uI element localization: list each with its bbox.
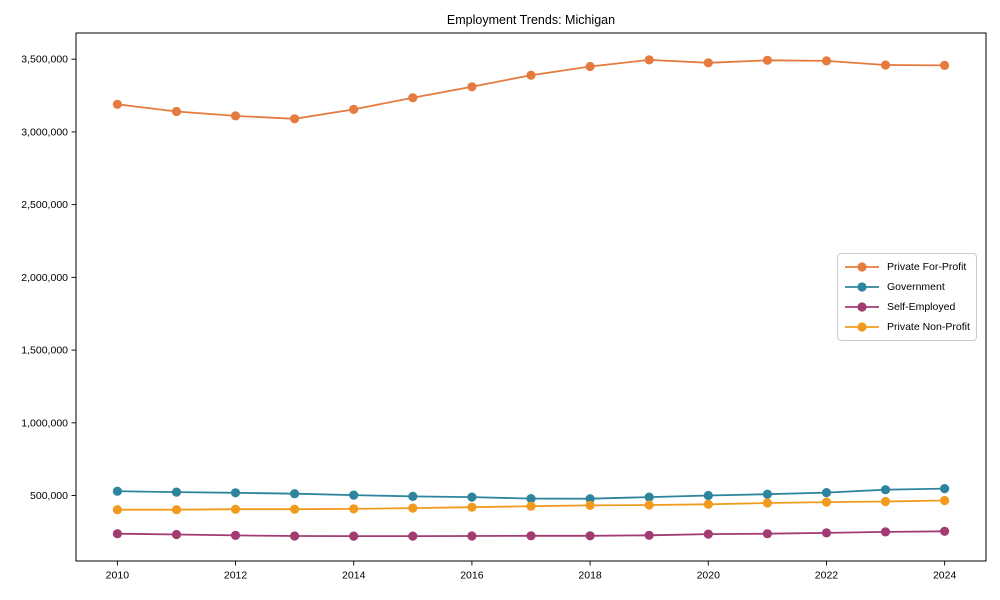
x-tick-label: 2010: [106, 570, 130, 582]
data-point-marker: [171, 505, 182, 515]
legend-item: Private Non-Profit: [844, 317, 970, 337]
y-tick-label: 1,500,000: [21, 345, 68, 357]
data-point-marker: [880, 496, 891, 507]
data-point-marker: [112, 529, 122, 539]
data-point-marker: [762, 498, 773, 508]
plot-frame: [75, 32, 987, 562]
legend: Private For-Profit Government Self-Employe…: [837, 253, 977, 341]
data-point-marker: [349, 504, 359, 514]
series-line-private-for-profit: [117, 58, 945, 120]
data-point-marker: [171, 106, 182, 117]
legend-label: Government: [887, 281, 945, 293]
data-point-marker: [644, 55, 654, 65]
legend-marker: [857, 322, 867, 332]
data-point-marker: [112, 505, 122, 515]
data-point-marker: [112, 99, 122, 109]
data-point-marker: [408, 93, 418, 103]
legend-label: Self-Employed: [887, 301, 956, 313]
x-tick-label: 2016: [460, 570, 484, 582]
data-point-marker: [880, 527, 891, 537]
data-point-marker: [940, 484, 950, 494]
data-point-marker: [762, 489, 773, 499]
data-point-marker: [467, 492, 477, 502]
data-point-marker: [762, 529, 773, 539]
data-point-marker: [408, 503, 418, 513]
data-point-marker: [585, 531, 595, 541]
x-tick-label: 2024: [933, 570, 957, 582]
chart-title: Employment Trends: Michigan: [446, 13, 616, 27]
data-point-marker: [171, 487, 182, 497]
data-point-marker: [940, 60, 950, 70]
y-tick-label: 500,000: [30, 490, 68, 502]
legend-line-marker-icon: [845, 302, 879, 312]
data-point-marker: [762, 55, 773, 65]
x-tick-label: 2022: [815, 570, 839, 582]
data-point-marker: [703, 58, 713, 68]
data-point-marker: [940, 495, 950, 506]
y-tick-label: 1,000,000: [21, 417, 68, 429]
legend-item: Private For-Profit: [844, 257, 970, 277]
legend-marker: [857, 302, 867, 312]
x-tick-label: 2014: [342, 570, 366, 582]
data-point-marker: [526, 494, 536, 504]
data-point-marker: [703, 529, 713, 539]
data-point-marker: [467, 82, 477, 92]
x-tick-label: 2012: [224, 570, 248, 582]
y-tick-label: 2,500,000: [21, 199, 68, 211]
legend-marker: [857, 262, 867, 272]
legend-label: Private Non-Profit: [887, 321, 970, 333]
data-point-marker: [644, 492, 654, 502]
data-point-marker: [230, 504, 241, 514]
data-point-marker: [703, 490, 713, 501]
data-point-marker: [880, 485, 891, 495]
data-point-marker: [290, 489, 300, 499]
data-point-marker: [585, 494, 595, 504]
legend-line-marker-icon: [845, 322, 879, 332]
legend-item: Government: [844, 277, 970, 297]
data-point-marker: [821, 528, 832, 538]
data-point-marker: [821, 488, 832, 498]
data-point-marker: [585, 500, 595, 510]
data-point-marker: [230, 111, 241, 121]
data-point-marker: [467, 531, 477, 541]
data-point-marker: [821, 56, 832, 66]
data-point-marker: [585, 61, 595, 72]
data-point-marker: [112, 486, 122, 496]
data-point-marker: [940, 526, 950, 536]
legend-marker: [857, 282, 867, 292]
data-point-marker: [408, 491, 418, 501]
data-point-marker: [408, 531, 418, 541]
data-point-marker: [644, 500, 654, 510]
data-point-marker: [526, 70, 536, 80]
legend-line-marker-icon: [845, 262, 879, 272]
legend-label: Private For-Profit: [887, 261, 967, 273]
x-tick-label: 2018: [578, 570, 602, 582]
data-point-marker: [171, 529, 182, 540]
y-tick-label: 3,000,000: [21, 126, 68, 138]
data-point-marker: [349, 490, 359, 500]
data-point-marker: [703, 499, 713, 509]
data-point-marker: [821, 497, 832, 507]
data-point-marker: [644, 530, 654, 540]
data-point-marker: [880, 60, 891, 70]
data-point-marker: [290, 114, 300, 124]
x-tick-label: 2020: [697, 570, 721, 582]
data-point-marker: [526, 501, 536, 511]
legend-item: Self-Employed: [844, 297, 970, 317]
data-point-marker: [230, 488, 241, 498]
data-point-marker: [467, 502, 477, 512]
data-point-marker: [526, 531, 536, 541]
data-point-marker: [290, 504, 300, 514]
y-tick-label: 2,000,000: [21, 272, 68, 284]
data-point-marker: [349, 531, 359, 541]
data-point-marker: [349, 104, 359, 114]
data-point-marker: [230, 530, 241, 541]
data-point-marker: [290, 531, 300, 541]
y-tick-label: 3,500,000: [21, 54, 68, 66]
legend-line-marker-icon: [845, 282, 879, 292]
